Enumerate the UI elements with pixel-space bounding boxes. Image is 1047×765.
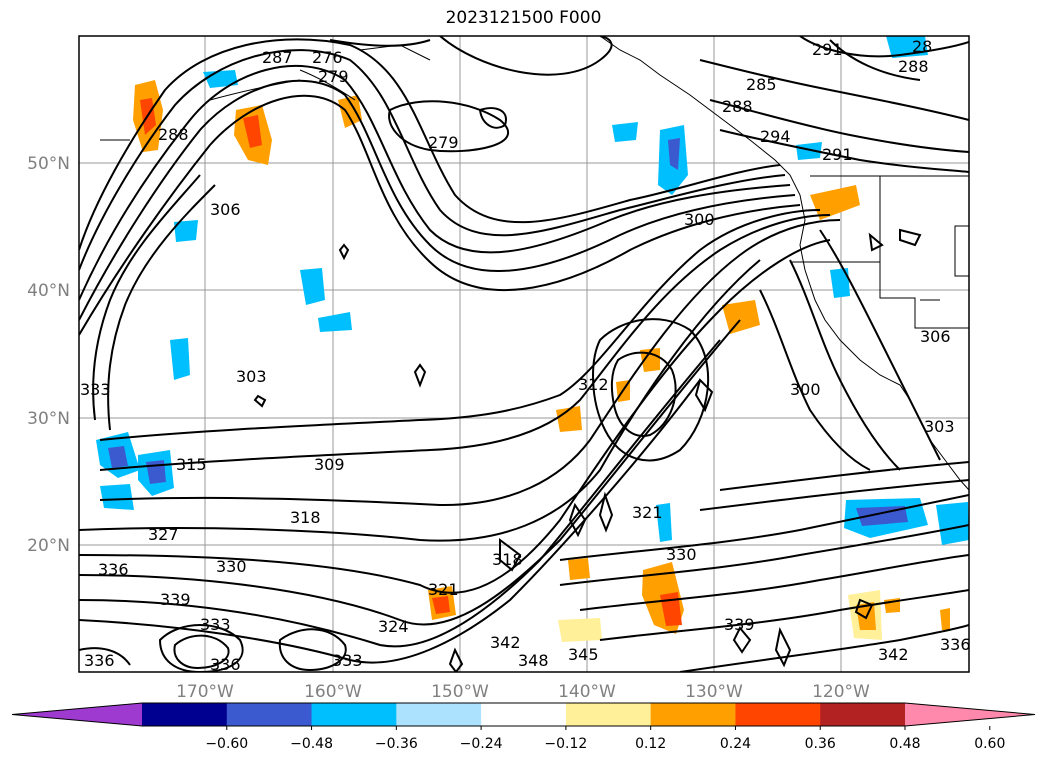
map-frame — [78, 35, 970, 673]
colorbar-segment — [565, 703, 652, 726]
contour-label: 339 — [160, 590, 191, 609]
latitude-labels: 50°N 40°N 30°N 20°N — [27, 154, 70, 556]
contour-label: 333 — [80, 380, 111, 399]
colorbar-segment — [735, 703, 821, 726]
contour-label: 288 — [158, 125, 189, 144]
contour-label: 303 — [924, 417, 955, 436]
contour-label: 309 — [314, 455, 345, 474]
colorbar-tick-label: 0.48 — [889, 736, 920, 752]
contour-label: 321 — [428, 580, 459, 599]
contour-label: 336 — [210, 655, 241, 674]
contour-label: 294 — [760, 127, 791, 146]
contour-label: 342 — [878, 645, 909, 664]
map-plot-area — [79, 36, 969, 672]
contour-label: 287 — [262, 48, 293, 67]
contour-label: 306 — [210, 200, 241, 219]
contour-label: 336 — [84, 651, 115, 670]
contour-label: 315 — [176, 455, 207, 474]
contour-label: 339 — [724, 615, 755, 634]
lon-label-150w: 150°W — [431, 682, 489, 702]
colorbar-segment — [481, 703, 567, 726]
contour-label-layer: 287 276 279 285 288 291 288 28 279 294 2… — [80, 37, 971, 674]
contour-label: 279 — [428, 133, 459, 152]
contour-label: 285 — [746, 75, 777, 94]
lat-label-40n: 40°N — [27, 281, 70, 301]
lon-label-130w: 130°W — [685, 682, 743, 702]
colorbar-extend-min — [12, 703, 142, 726]
lon-label-120w: 120°W — [812, 682, 870, 702]
colorbar-tick-label: −0.12 — [544, 736, 587, 752]
longitude-labels: 170°W 160°W 150°W 140°W 130°W 120°W — [176, 682, 870, 702]
contour-label: 276 — [312, 48, 343, 67]
contour-label: 318 — [492, 550, 523, 569]
lat-label-20n: 20°N — [27, 536, 70, 556]
contour-label: 291 — [822, 145, 853, 164]
contour-label: 327 — [148, 525, 179, 544]
map-title: 2023121500 F000 — [445, 8, 602, 28]
contour-label: 330 — [216, 557, 247, 576]
colorbar-tick-label: −0.36 — [375, 736, 418, 752]
colorbar-segment — [396, 703, 482, 726]
contour-label: 324 — [378, 617, 409, 636]
lon-label-160w: 160°W — [304, 682, 362, 702]
colorbar-tick-label: 0.12 — [635, 736, 666, 752]
contour-label: 330 — [666, 545, 697, 564]
colorbar-segment — [226, 703, 313, 726]
contour-label: 318 — [290, 508, 321, 527]
contour-label: 333 — [200, 615, 231, 634]
contour-label: 336 — [98, 560, 129, 579]
colorbar-extend-max — [905, 703, 1035, 726]
colorbar-tick-label: −0.60 — [205, 736, 248, 752]
contour-label: 333 — [332, 651, 363, 670]
contour-label: 300 — [790, 380, 821, 399]
contour-label: 303 — [236, 367, 267, 386]
colorbar-segment — [820, 703, 906, 726]
colorbar-tick-label: −0.48 — [290, 736, 333, 752]
colorbar-segment — [142, 703, 228, 726]
contour-label: 291 — [812, 40, 843, 59]
colorbar-outline — [11, 702, 1036, 727]
contour-label: 342 — [490, 633, 521, 652]
contour-label: 28 — [912, 37, 932, 56]
lat-label-50n: 50°N — [27, 154, 70, 174]
contour-label: 288 — [722, 97, 753, 116]
contour-label: 336 — [940, 635, 971, 654]
contour-label: 300 — [684, 210, 715, 229]
contour-label: 321 — [632, 503, 663, 522]
contour-label: 279 — [318, 67, 349, 86]
lon-label-140w: 140°W — [558, 682, 616, 702]
colorbar: −0.60 −0.48 −0.36 −0.24 −0.12 0.12 0.24 0.36 0.4… — [11, 702, 1036, 752]
colorbar-tick-label: −0.24 — [460, 736, 503, 752]
colorbar-segment — [311, 703, 397, 726]
contour-label: 288 — [898, 57, 929, 76]
colorbar-tick-label: 0.36 — [805, 736, 836, 752]
lat-label-30n: 30°N — [27, 409, 70, 429]
contour-label: 306 — [920, 327, 951, 346]
colorbar-segment — [650, 703, 736, 726]
contour-label: 345 — [568, 645, 599, 664]
coastlines — [100, 36, 969, 491]
lon-label-170w: 170°W — [176, 682, 234, 702]
colorbar-tick-label: 0.60 — [974, 736, 1005, 752]
colorbar-tick-label: 0.24 — [720, 736, 751, 752]
contour-label: 348 — [518, 651, 549, 670]
contour-lines — [79, 36, 969, 672]
contour-label: 312 — [578, 375, 609, 394]
